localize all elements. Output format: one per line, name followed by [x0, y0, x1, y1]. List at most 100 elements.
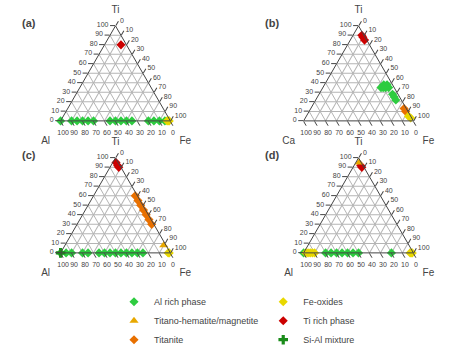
- svg-text:30: 30: [136, 129, 144, 136]
- svg-text:70: 70: [335, 129, 343, 136]
- svg-text:Fe-oxides: Fe-oxides: [303, 297, 343, 307]
- svg-text:0: 0: [293, 116, 297, 123]
- svg-text:20: 20: [390, 261, 398, 268]
- svg-text:10: 10: [125, 158, 133, 165]
- svg-text:50: 50: [114, 129, 122, 136]
- svg-text:100: 100: [300, 261, 312, 268]
- svg-text:80: 80: [90, 40, 98, 47]
- svg-text:0: 0: [414, 261, 418, 268]
- svg-text:20: 20: [147, 261, 155, 268]
- svg-text:40: 40: [311, 78, 319, 85]
- svg-text:80: 80: [324, 261, 332, 268]
- svg-text:30: 30: [379, 45, 387, 52]
- svg-text:Al rich phase: Al rich phase: [154, 297, 206, 307]
- svg-text:100: 100: [57, 129, 69, 136]
- svg-text:60: 60: [346, 261, 354, 268]
- svg-text:70: 70: [327, 181, 335, 188]
- svg-text:90: 90: [169, 102, 177, 109]
- svg-text:60: 60: [346, 129, 354, 136]
- svg-text:(b): (b): [265, 17, 279, 29]
- svg-text:30: 30: [62, 220, 70, 227]
- svg-text:20: 20: [147, 129, 155, 136]
- svg-text:80: 80: [81, 261, 89, 268]
- svg-text:Ti rich phase: Ti rich phase: [303, 316, 354, 326]
- svg-text:50: 50: [357, 129, 365, 136]
- svg-text:10: 10: [368, 158, 376, 165]
- svg-text:30: 30: [305, 220, 313, 227]
- svg-text:100: 100: [340, 153, 352, 160]
- svg-text:40: 40: [385, 55, 393, 62]
- svg-text:80: 80: [333, 172, 341, 179]
- svg-text:100: 100: [175, 244, 187, 251]
- svg-text:Ti: Ti: [111, 136, 119, 147]
- svg-text:80: 80: [333, 40, 341, 47]
- svg-text:60: 60: [153, 206, 161, 213]
- svg-text:90: 90: [338, 30, 346, 37]
- svg-text:80: 80: [90, 172, 98, 179]
- svg-text:90: 90: [70, 129, 78, 136]
- svg-text:70: 70: [92, 129, 100, 136]
- svg-text:60: 60: [79, 59, 87, 66]
- svg-text:60: 60: [103, 129, 111, 136]
- svg-text:(d): (d): [265, 149, 279, 161]
- svg-text:60: 60: [396, 74, 404, 81]
- svg-text:20: 20: [300, 229, 308, 236]
- svg-text:40: 40: [125, 129, 133, 136]
- svg-text:30: 30: [136, 177, 144, 184]
- svg-text:50: 50: [73, 68, 81, 75]
- svg-text:70: 70: [401, 215, 409, 222]
- svg-text:50: 50: [147, 196, 155, 203]
- svg-text:10: 10: [158, 129, 166, 136]
- svg-text:Ti: Ti: [355, 136, 363, 147]
- svg-text:Titano-hematite/magnetite: Titano-hematite/magnetite: [154, 316, 258, 326]
- svg-text:20: 20: [374, 36, 382, 43]
- svg-text:90: 90: [313, 261, 321, 268]
- svg-text:80: 80: [164, 225, 172, 232]
- svg-text:Fe: Fe: [180, 135, 192, 146]
- svg-text:100: 100: [340, 21, 352, 28]
- svg-text:30: 30: [379, 177, 387, 184]
- svg-text:0: 0: [414, 129, 418, 136]
- svg-text:50: 50: [390, 64, 398, 71]
- svg-text:90: 90: [313, 129, 321, 136]
- svg-text:40: 40: [142, 187, 150, 194]
- svg-text:Si-Al mixture: Si-Al mixture: [303, 335, 354, 345]
- svg-text:0: 0: [50, 248, 54, 255]
- svg-text:40: 40: [68, 210, 76, 217]
- svg-text:10: 10: [401, 129, 409, 136]
- svg-text:50: 50: [316, 200, 324, 207]
- svg-text:Al: Al: [41, 135, 50, 146]
- svg-text:Ti: Ti: [355, 4, 363, 15]
- svg-text:100: 100: [57, 261, 69, 268]
- svg-text:Al: Al: [284, 267, 293, 278]
- svg-text:50: 50: [357, 261, 365, 268]
- svg-text:80: 80: [407, 93, 415, 100]
- svg-text:Fe: Fe: [423, 267, 435, 278]
- svg-text:90: 90: [169, 234, 177, 241]
- svg-text:10: 10: [368, 26, 376, 33]
- svg-text:Titanite: Titanite: [154, 335, 183, 345]
- svg-text:70: 70: [158, 83, 166, 90]
- svg-text:10: 10: [294, 107, 302, 114]
- svg-text:70: 70: [84, 181, 92, 188]
- svg-text:10: 10: [51, 107, 59, 114]
- svg-text:Al: Al: [41, 267, 50, 278]
- svg-text:70: 70: [327, 49, 335, 56]
- svg-text:50: 50: [316, 68, 324, 75]
- svg-text:40: 40: [125, 261, 133, 268]
- svg-text:0: 0: [363, 17, 367, 24]
- svg-text:100: 100: [97, 21, 109, 28]
- svg-text:90: 90: [70, 261, 78, 268]
- svg-text:40: 40: [385, 187, 393, 194]
- svg-text:100: 100: [175, 112, 187, 119]
- svg-text:20: 20: [390, 129, 398, 136]
- svg-text:80: 80: [81, 129, 89, 136]
- svg-text:100: 100: [300, 129, 312, 136]
- svg-text:80: 80: [324, 129, 332, 136]
- svg-text:60: 60: [322, 59, 330, 66]
- svg-text:70: 70: [84, 49, 92, 56]
- svg-text:50: 50: [390, 196, 398, 203]
- svg-text:(c): (c): [22, 149, 36, 161]
- svg-text:40: 40: [311, 210, 319, 217]
- svg-text:0: 0: [363, 149, 367, 156]
